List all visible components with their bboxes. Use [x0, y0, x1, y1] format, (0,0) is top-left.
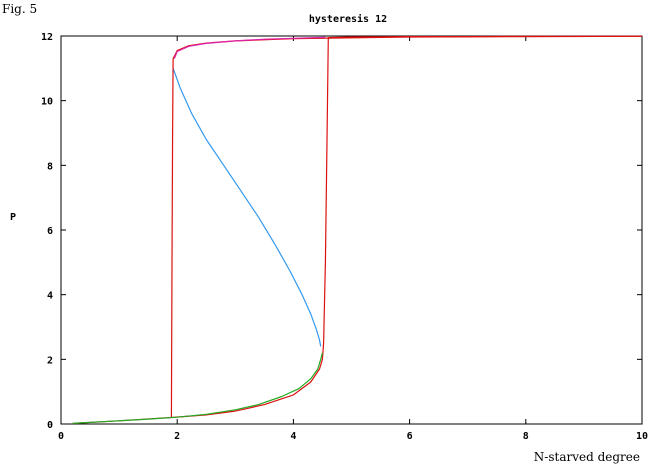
x-tick-label: 0: [58, 431, 64, 442]
axes-ticks: 0 2 4 6 8 10 0 2 4 6 8 10 12: [41, 32, 648, 442]
series-line-4: [72, 352, 323, 424]
series-line-2: [170, 35, 643, 418]
x-tick-label: 4: [290, 431, 296, 442]
series-line-1: [72, 35, 642, 424]
x-axis-label: N-starved degree: [534, 450, 640, 464]
y-tick-label: 10: [41, 97, 53, 108]
y-tick-label: 4: [47, 291, 53, 302]
series-group: [72, 35, 643, 424]
y-tick-label: 6: [47, 226, 53, 237]
x-tick-label: 2: [174, 431, 180, 442]
series-line-3: [173, 36, 326, 59]
y-tick-label: 8: [47, 161, 53, 172]
y-tick-label: 0: [47, 420, 53, 431]
x-tick-label: 6: [407, 431, 413, 442]
figure-label: Fig. 5: [2, 2, 38, 16]
y-tick-label: 12: [41, 32, 53, 43]
y-axis-label: P: [10, 212, 16, 223]
plot-frame: [60, 35, 643, 425]
x-tick-label: 10: [636, 431, 648, 442]
x-tick-label: 8: [523, 431, 529, 442]
series-line-0: [172, 68, 322, 347]
y-tick-label: 2: [47, 355, 53, 366]
chart-title: hysteresis 12: [309, 13, 387, 25]
